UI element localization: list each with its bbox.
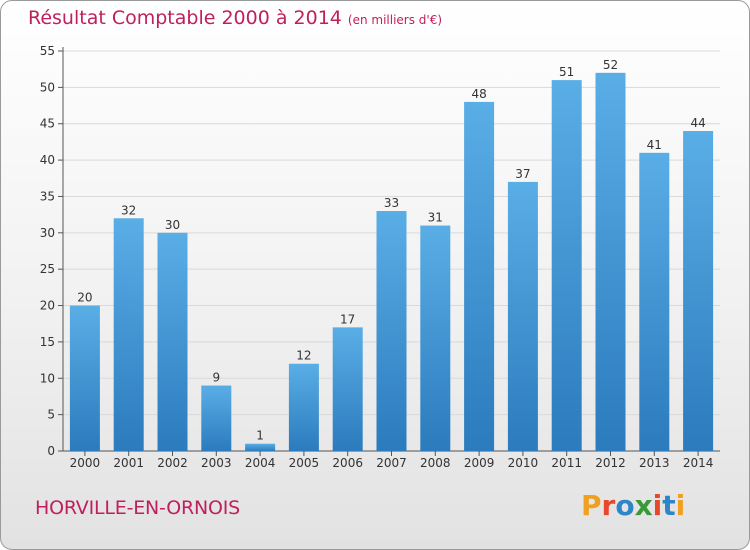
proxiti-logo: Proxiti [581, 489, 686, 522]
bar [201, 385, 232, 451]
bar-value-label: 41 [647, 138, 662, 152]
bar-value-label: 44 [690, 116, 705, 130]
x-tick-label: 2005 [289, 456, 320, 470]
chart-subtitle: (en milliers d'€) [347, 13, 443, 27]
x-tick-label: 2001 [113, 456, 144, 470]
x-tick-label: 2002 [157, 456, 188, 470]
chart-title: Résultat Comptable 2000 à 2014 (en millie… [28, 7, 442, 29]
x-tick-label: 2013 [639, 456, 670, 470]
bar-value-label: 51 [559, 65, 574, 79]
bar [639, 152, 670, 451]
y-tick-label: 25 [40, 262, 55, 276]
y-tick-label: 55 [40, 44, 55, 58]
bar [245, 443, 276, 451]
y-tick-label: 40 [40, 153, 55, 167]
bar-value-label: 31 [428, 211, 443, 225]
bar [332, 327, 363, 451]
city-name: HORVILLE-EN-ORNOIS [35, 497, 241, 519]
y-tick-label: 10 [40, 371, 55, 385]
bar-value-label: 30 [165, 218, 180, 232]
y-tick-label: 30 [40, 226, 55, 240]
x-tick-label: 2014 [683, 456, 714, 470]
bar [464, 101, 495, 451]
bar [113, 218, 144, 451]
bar [595, 72, 626, 452]
bar [288, 363, 319, 451]
bar [420, 225, 451, 451]
y-tick-label: 50 [40, 80, 55, 94]
y-tick-label: 0 [47, 444, 55, 458]
bar-value-label: 12 [296, 349, 311, 363]
y-tick-label: 15 [40, 335, 55, 349]
chart-title-text: Résultat Comptable 2000 à 2014 [28, 7, 342, 29]
bar-value-label: 32 [121, 203, 136, 217]
bar [551, 80, 582, 451]
x-tick-label: 2008 [420, 456, 451, 470]
bar [683, 131, 714, 451]
x-tick-label: 2000 [70, 456, 101, 470]
y-tick-label: 5 [47, 408, 55, 422]
x-tick-label: 2009 [464, 456, 495, 470]
y-tick-label: 45 [40, 117, 55, 131]
x-tick-label: 2007 [376, 456, 407, 470]
bar [157, 232, 188, 451]
bar-value-label: 37 [515, 167, 530, 181]
bar-value-label: 17 [340, 312, 355, 326]
x-tick-label: 2011 [551, 456, 582, 470]
bar [376, 211, 407, 451]
x-tick-label: 2006 [332, 456, 363, 470]
bar [507, 181, 538, 451]
bar-value-label: 9 [212, 371, 220, 385]
bar-value-label: 1 [256, 429, 264, 443]
y-tick-label: 20 [40, 299, 55, 313]
bar-value-label: 33 [384, 196, 399, 210]
x-tick-label: 2010 [508, 456, 539, 470]
x-tick-label: 2003 [201, 456, 232, 470]
x-tick-label: 2004 [245, 456, 276, 470]
y-tick-label: 35 [40, 189, 55, 203]
x-tick-label: 2012 [595, 456, 626, 470]
bar-value-label: 48 [471, 87, 486, 101]
bar [69, 305, 100, 451]
bar-value-label: 52 [603, 58, 618, 72]
bar-value-label: 20 [77, 291, 92, 305]
